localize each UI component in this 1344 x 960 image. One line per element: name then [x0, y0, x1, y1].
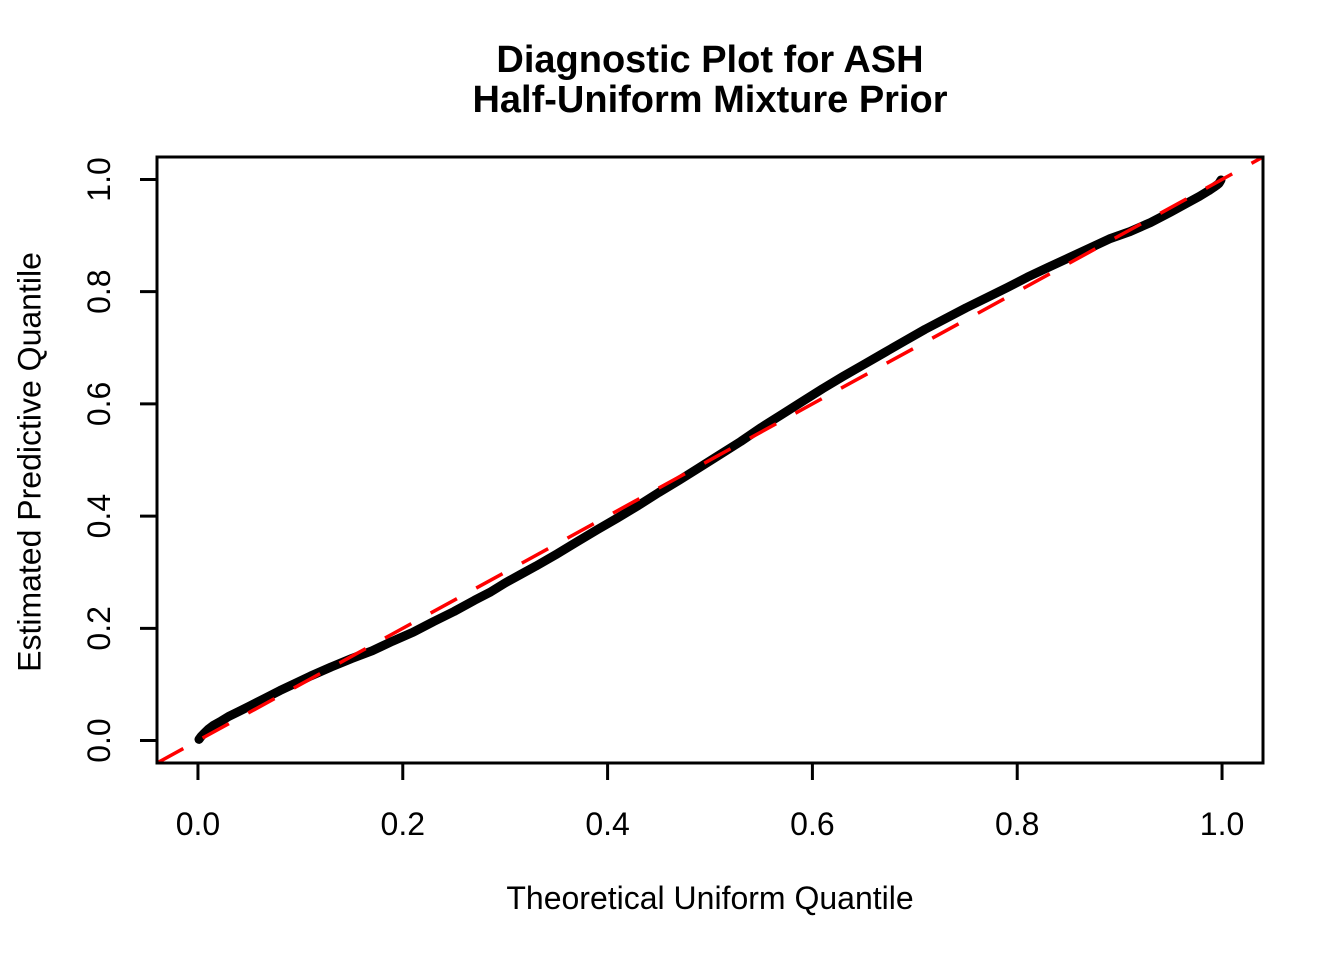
x-tick-label: 0.2 [381, 806, 425, 842]
plot-box [155, 155, 1265, 765]
y-tick-label: 0.8 [81, 269, 117, 313]
chart-title: Diagnostic Plot for ASH Half-Uniform Mix… [157, 40, 1263, 120]
x-tick-label: 1.0 [1200, 806, 1244, 842]
y-axis-title: Estimated Predictive Quantile [11, 252, 48, 672]
x-tick-label: 0.4 [585, 806, 629, 842]
x-tick-label: 0.8 [995, 806, 1039, 842]
y-tick-label: 0.6 [81, 382, 117, 426]
chart-title-line-2: Half-Uniform Mixture Prior [472, 79, 948, 121]
reference-diagonal-line [156, 155, 1264, 765]
y-tick-label: 1.0 [81, 157, 117, 201]
x-tick-label: 0.6 [790, 806, 834, 842]
x-axis-title: Theoretical Uniform Quantile [506, 880, 914, 916]
y-tick-label: 0.2 [81, 606, 117, 650]
x-tick-label: 0.0 [176, 806, 220, 842]
y-tick-label: 0.0 [81, 718, 117, 762]
y-tick-label: 0.4 [81, 494, 117, 538]
chart-title-line-1: Diagnostic Plot for ASH [496, 39, 924, 81]
